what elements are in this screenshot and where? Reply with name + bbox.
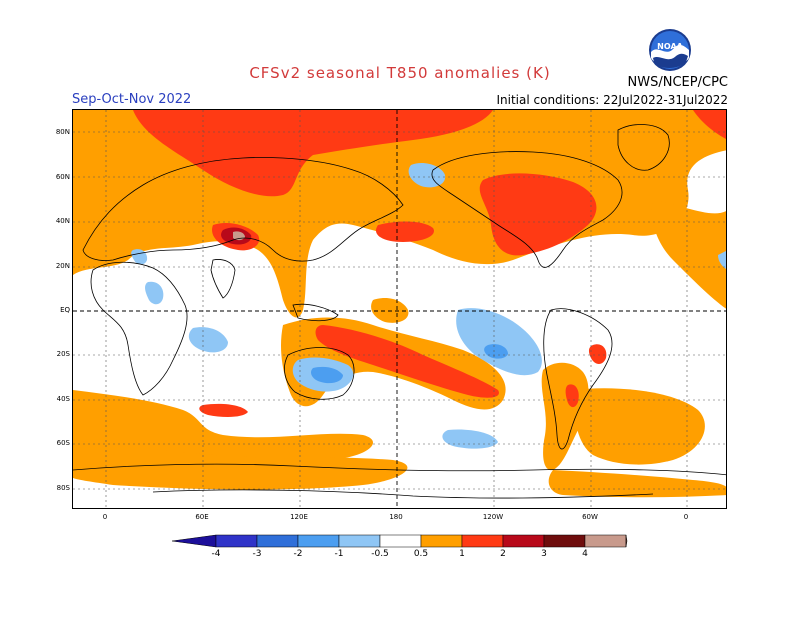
colorbar-segment — [502, 534, 545, 548]
lon-label-120w: 120W — [482, 513, 504, 521]
colorbar-label: 0.5 — [413, 549, 429, 559]
lat-label-40s: 40S — [56, 395, 70, 403]
cool-anomaly-blue — [310, 344, 508, 384]
colorbar-label: 3 — [541, 549, 547, 559]
lat-label-60s: 60S — [56, 439, 70, 447]
lat-label-80s: 80S — [56, 484, 70, 492]
lon-label-180: 180 — [389, 513, 403, 521]
colorbar-segment — [625, 534, 628, 548]
warm-anomaly-red — [133, 110, 726, 417]
lon-label-60e: 60E — [195, 513, 209, 521]
lat-label-eq: EQ — [60, 306, 70, 314]
colorbar-segment — [215, 534, 258, 548]
equator-dateline — [73, 110, 726, 508]
lat-label-40n: 40N — [55, 217, 70, 225]
colorbar-segment — [461, 534, 504, 548]
colorbar-svg — [171, 534, 628, 548]
initial-conditions-label: Initial conditions: 22Jul2022-31Jul2022 — [496, 93, 728, 107]
lat-label-20s: 20S — [56, 350, 70, 358]
colorbar-label: -4 — [211, 549, 221, 559]
colorbar-label: 2 — [500, 549, 506, 559]
colorbar-label: 4 — [582, 549, 588, 559]
anomaly-map-svg — [73, 110, 726, 508]
colorbar-label: -3 — [252, 549, 262, 559]
lon-label-0: 0 — [102, 513, 108, 521]
colorbar-segment — [338, 534, 381, 548]
colorbar-segment — [297, 534, 340, 548]
coastlines — [73, 124, 726, 499]
map-title: CFSv2 seasonal T850 anomalies (K) — [249, 64, 551, 82]
colorbar-label: -0.5 — [371, 549, 389, 559]
colorbar-label: 1 — [459, 549, 465, 559]
colorbar-segment — [379, 534, 422, 548]
noaa-logo: NOAA — [648, 28, 692, 72]
lon-label-120e: 120E — [290, 513, 308, 521]
lat-label-60n: 60N — [55, 173, 70, 181]
lat-lon-grid — [73, 110, 726, 508]
colorbar-label: -2 — [293, 549, 303, 559]
lat-label-20n: 20N — [55, 262, 70, 270]
colorbar-segment — [420, 534, 463, 548]
logo-text: NOAA — [657, 42, 683, 51]
lon-label-60w: 60W — [582, 513, 598, 521]
lat-label-80n: 80N — [55, 128, 70, 136]
colorbar-segment — [543, 534, 586, 548]
colorbar-label: -1 — [334, 549, 344, 559]
anomaly-map — [72, 109, 727, 509]
colorbar-segment — [584, 534, 627, 548]
agency-label: NWS/NCEP/CPC — [627, 75, 728, 90]
lon-label-0-east: 0 — [683, 513, 689, 521]
colorbar — [171, 533, 628, 549]
colorbar-segment — [256, 534, 299, 548]
colorbar-segment — [171, 534, 217, 548]
season-label: Sep-Oct-Nov 2022 — [72, 92, 192, 107]
